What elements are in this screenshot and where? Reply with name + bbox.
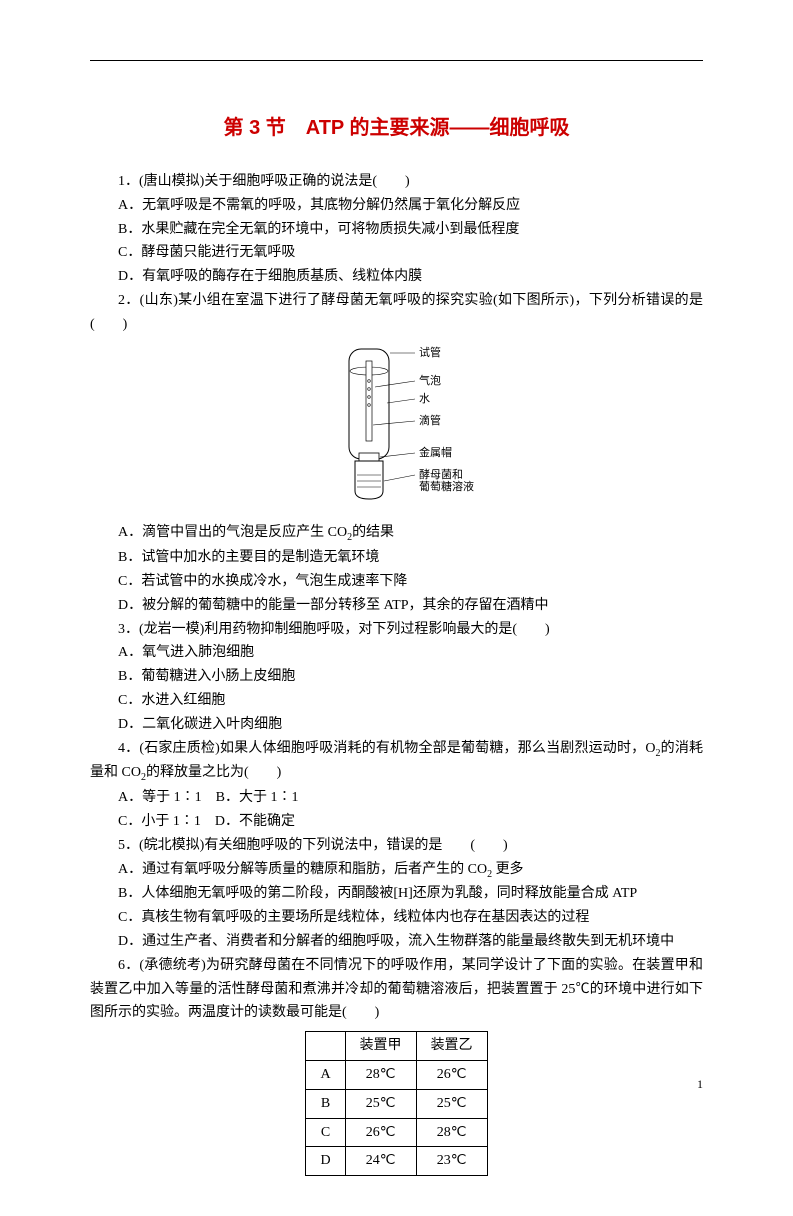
table-header-row: 装置甲 装置乙	[306, 1032, 487, 1061]
q3-option-a: A．氧气进入肺泡细胞	[90, 641, 703, 665]
label-tube: 试管	[419, 345, 441, 359]
q1-option-b: B．水果贮藏在完全无氧的环境中，可将物质损失减小到最低程度	[90, 218, 703, 242]
q4-option-cd: C．小于 1∶1 D．不能确定	[90, 810, 703, 834]
label-pipette: 滴管	[419, 413, 441, 427]
table-row: A 28℃ 26℃	[306, 1060, 487, 1089]
th-device-b: 装置乙	[416, 1032, 487, 1061]
th-device-a: 装置甲	[345, 1032, 416, 1061]
q1-option-a: A．无氧呼吸是不需氧的呼吸，其底物分解仍然属于氧化分解反应	[90, 194, 703, 218]
q5-stem: 5．(皖北模拟)有关细胞呼吸的下列说法中，错误的是 ( )	[90, 834, 703, 858]
top-rule	[90, 60, 703, 61]
q3-option-d: D．二氧化碳进入叶肉细胞	[90, 713, 703, 737]
cell: 28℃	[345, 1060, 416, 1089]
cell: 25℃	[416, 1089, 487, 1118]
q4-option-ab: A．等于 1∶1 B．大于 1∶1	[90, 786, 703, 810]
label-bubble: 气泡	[419, 373, 441, 387]
q5-a-pre: A．通过有氧呼吸分解等质量的糖原和脂肪，后者产生的 CO	[118, 862, 487, 877]
q4-stem-pre: 4．(石家庄质检)如果人体细胞呼吸消耗的有机物全部是葡萄糖，那么当剧烈运动时，O	[118, 741, 655, 756]
cell: A	[306, 1060, 345, 1089]
page-number: 1	[697, 1077, 703, 1092]
q3-option-b: B．葡萄糖进入小肠上皮细胞	[90, 665, 703, 689]
content-body: 1．(唐山模拟)关于细胞呼吸正确的说法是( ) A．无氧呼吸是不需氧的呼吸，其底…	[90, 170, 703, 1176]
q2-stem: 2．(山东)某小组在室温下进行了酵母菌无氧呼吸的探究实验(如下图所示)，下列分析…	[90, 289, 703, 337]
apparatus-svg: 试管 气泡 水 滴管 金属帽 酵母菌和 葡萄糖溶液	[297, 341, 497, 511]
q2-option-b: B．试管中加水的主要目的是制造无氧环境	[90, 546, 703, 570]
q1-stem: 1．(唐山模拟)关于细胞呼吸正确的说法是( )	[90, 170, 703, 194]
q2-diagram: 试管 气泡 水 滴管 金属帽 酵母菌和 葡萄糖溶液	[90, 341, 703, 520]
th-blank	[306, 1032, 345, 1061]
q3-stem: 3．(龙岩一模)利用药物抑制细胞呼吸，对下列过程影响最大的是( )	[90, 618, 703, 642]
temperature-table: 装置甲 装置乙 A 28℃ 26℃ B 25℃ 25℃ C 26℃ 28℃ D …	[305, 1031, 487, 1176]
q5-a-tail: 更多	[496, 862, 524, 877]
q5-option-b: B．人体细胞无氧呼吸的第二阶段，丙酮酸被[H]还原为乳酸，同时释放能量合成 AT…	[90, 882, 703, 906]
q6-stem: 6．(承德统考)为研究酵母菌在不同情况下的呼吸作用，某同学设计了下面的实验。在装…	[90, 954, 703, 1025]
q5-d-text: D．通过生产者、消费者和分解者的细胞呼吸，流入生物群落的能量最终散失到无机环境中	[118, 934, 674, 949]
q1-option-d: D．有氧呼吸的酶存在于细胞质基质、线粒体内膜	[90, 265, 703, 289]
table-row: C 26℃ 28℃	[306, 1118, 487, 1147]
q2-option-c: C．若试管中的水换成冷水，气泡生成速率下降	[90, 570, 703, 594]
q2-option-a: A．滴管中冒出的气泡是反应产生 CO2的结果	[90, 521, 703, 546]
label-mix-1: 酵母菌和	[419, 468, 463, 481]
page-title: 第 3 节 ATP 的主要来源——细胞呼吸	[90, 111, 703, 140]
q5-option-c: C．真核生物有氧呼吸的主要场所是线粒体，线粒体内也存在基因表达的过程	[90, 906, 703, 930]
q2-a-tail: 的结果	[352, 525, 394, 540]
cell: 28℃	[416, 1118, 487, 1147]
cell: 25℃	[345, 1089, 416, 1118]
q1-option-c: C．酵母菌只能进行无氧呼吸	[90, 241, 703, 265]
q4-stem: 4．(石家庄质检)如果人体细胞呼吸消耗的有机物全部是葡萄糖，那么当剧烈运动时，O…	[90, 737, 703, 787]
q2-stem-text: 2．(山东)某小组在室温下进行了酵母菌无氧呼吸的探究实验(如下图所示)，下列分析…	[90, 293, 703, 332]
q3-option-c: C．水进入红细胞	[90, 689, 703, 713]
cell: D	[306, 1147, 345, 1176]
q6-stem-text: 6．(承德统考)为研究酵母菌在不同情况下的呼吸作用，某同学设计了下面的实验。在装…	[90, 958, 703, 1021]
q2-a-pre: A．滴管中冒出的气泡是反应产生 CO	[118, 525, 347, 540]
label-mix-2: 葡萄糖溶液	[419, 479, 474, 493]
label-water: 水	[419, 392, 430, 405]
cell: 26℃	[345, 1118, 416, 1147]
q2-option-d: D．被分解的葡萄糖中的能量一部分转移至 ATP，其余的存留在酒精中	[90, 594, 703, 618]
cell: 24℃	[345, 1147, 416, 1176]
table-row: D 24℃ 23℃	[306, 1147, 487, 1176]
label-cap: 金属帽	[419, 445, 452, 459]
cell: C	[306, 1118, 345, 1147]
table-row: B 25℃ 25℃	[306, 1089, 487, 1118]
cell: B	[306, 1089, 345, 1118]
cell: 26℃	[416, 1060, 487, 1089]
cell: 23℃	[416, 1147, 487, 1176]
q5-option-a: A．通过有氧呼吸分解等质量的糖原和脂肪，后者产生的 CO2 更多	[90, 858, 703, 883]
q4-stem-tail: 的释放量之比为( )	[146, 765, 281, 780]
q5-option-d: D．通过生产者、消费者和分解者的细胞呼吸，流入生物群落的能量最终散失到无机环境中	[90, 930, 703, 954]
